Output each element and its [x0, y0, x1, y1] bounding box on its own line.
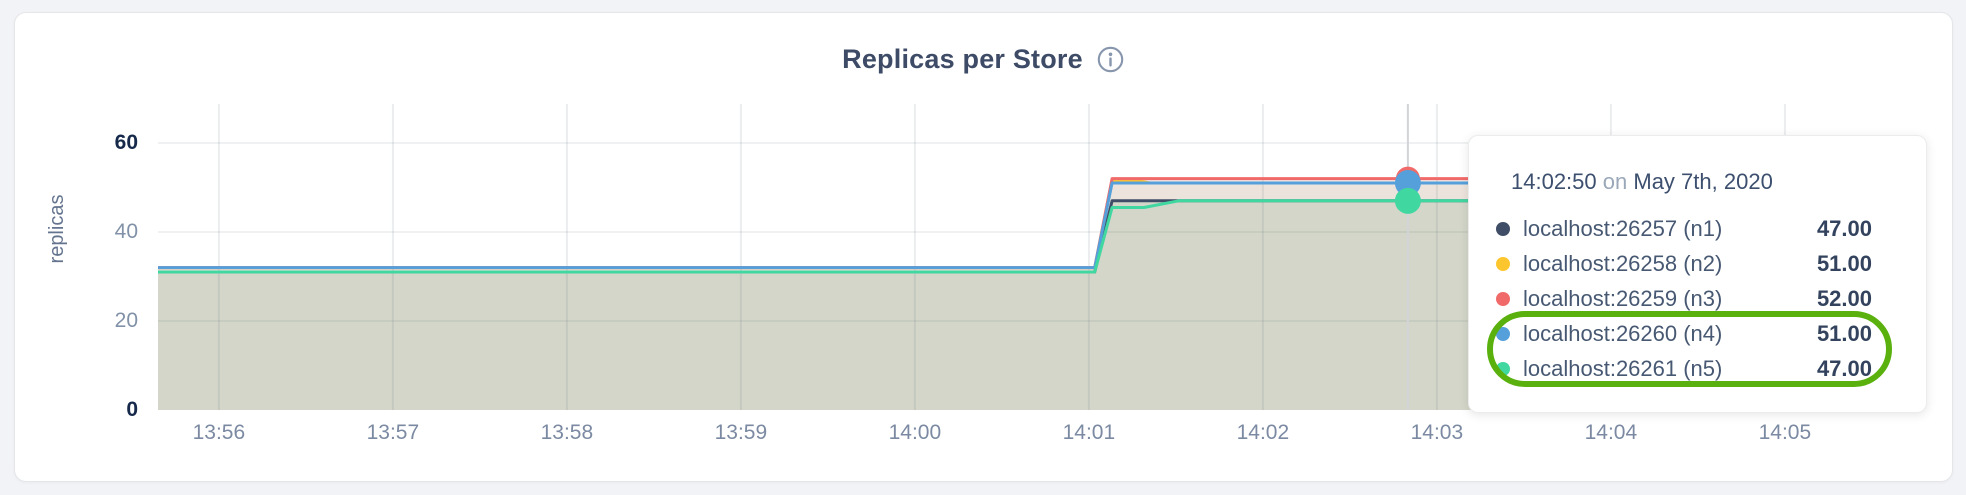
hover-dot-n5: [1394, 187, 1421, 214]
y-tick-label-20: 20: [114, 309, 138, 332]
series-value: 51.00: [1816, 321, 1872, 346]
series-color-dot: [1496, 222, 1510, 236]
series-value: 47.00: [1816, 216, 1872, 241]
tooltip-row: localhost:26261 (n5) 47.00: [1469, 355, 1926, 383]
chart-title: Replicas per Store: [842, 44, 1083, 74]
x-tick-label-14:03: 14:03: [1410, 421, 1464, 444]
series-color-dot: [1496, 362, 1510, 376]
y-tick-label-60: 60: [114, 131, 138, 154]
info-icon[interactable]: [1097, 46, 1124, 73]
series-value: 51.00: [1816, 251, 1872, 276]
series-label: localhost:26259 (n3): [1523, 286, 1723, 311]
series-value: 52.00: [1816, 286, 1872, 311]
series-color-dot: [1496, 327, 1510, 341]
tooltip-row: localhost:26257 (n1) 47.00: [1469, 215, 1926, 243]
x-tick-label-14:00: 14:00: [888, 421, 942, 444]
tooltip-time: 14:02:50: [1511, 169, 1597, 194]
series-color-dot: [1496, 257, 1510, 271]
series-line-n5: [158, 199, 1472, 274]
x-tick-label-14:01: 14:01: [1062, 421, 1116, 444]
hover-dot-n4: [1394, 170, 1421, 197]
x-tick-label-13:56: 13:56: [192, 421, 246, 444]
area-fill-middle: [158, 183, 1472, 272]
series-color-dot: [1496, 292, 1510, 306]
series-label: localhost:26260 (n4): [1523, 321, 1723, 346]
series-label: localhost:26261 (n5): [1523, 356, 1723, 381]
x-tick-label-13:59: 13:59: [714, 421, 768, 444]
tooltip-row: localhost:26258 (n2) 51.00: [1469, 250, 1926, 278]
x-tick-label-13:58: 13:58: [540, 421, 594, 444]
area-fill-lower: [158, 200, 1472, 410]
tooltip-on-word: on: [1602, 169, 1628, 194]
y-tick-label-40: 40: [114, 220, 138, 243]
tooltip-row: localhost:26259 (n3) 52.00: [1469, 285, 1926, 313]
chart-header: Replicas per Store: [0, 44, 1966, 75]
y-tick-label-0: 0: [126, 398, 138, 421]
series-label: localhost:26257 (n1): [1523, 216, 1723, 241]
x-tick-label-14:05: 14:05: [1758, 421, 1812, 444]
x-tick-label-13:57: 13:57: [366, 421, 420, 444]
tooltip-timestamp: 14:02:50 on May 7th, 2020: [1511, 169, 1773, 195]
series-value: 47.00: [1816, 356, 1872, 381]
x-tick-label-14:04: 14:04: [1584, 421, 1638, 444]
x-tick-label-14:02: 14:02: [1236, 421, 1290, 444]
hover-tooltip: 14:02:50 on May 7th, 2020 localhost:2625…: [1468, 135, 1927, 413]
tooltip-date: May 7th, 2020: [1633, 169, 1773, 194]
tooltip-row: localhost:26260 (n4) 51.00: [1469, 320, 1926, 348]
series-line-n4: [158, 181, 1472, 270]
series-label: localhost:26258 (n2): [1523, 251, 1723, 276]
tooltip-series-list: localhost:26257 (n1) 47.00 localhost:26258…: [1469, 215, 1926, 390]
